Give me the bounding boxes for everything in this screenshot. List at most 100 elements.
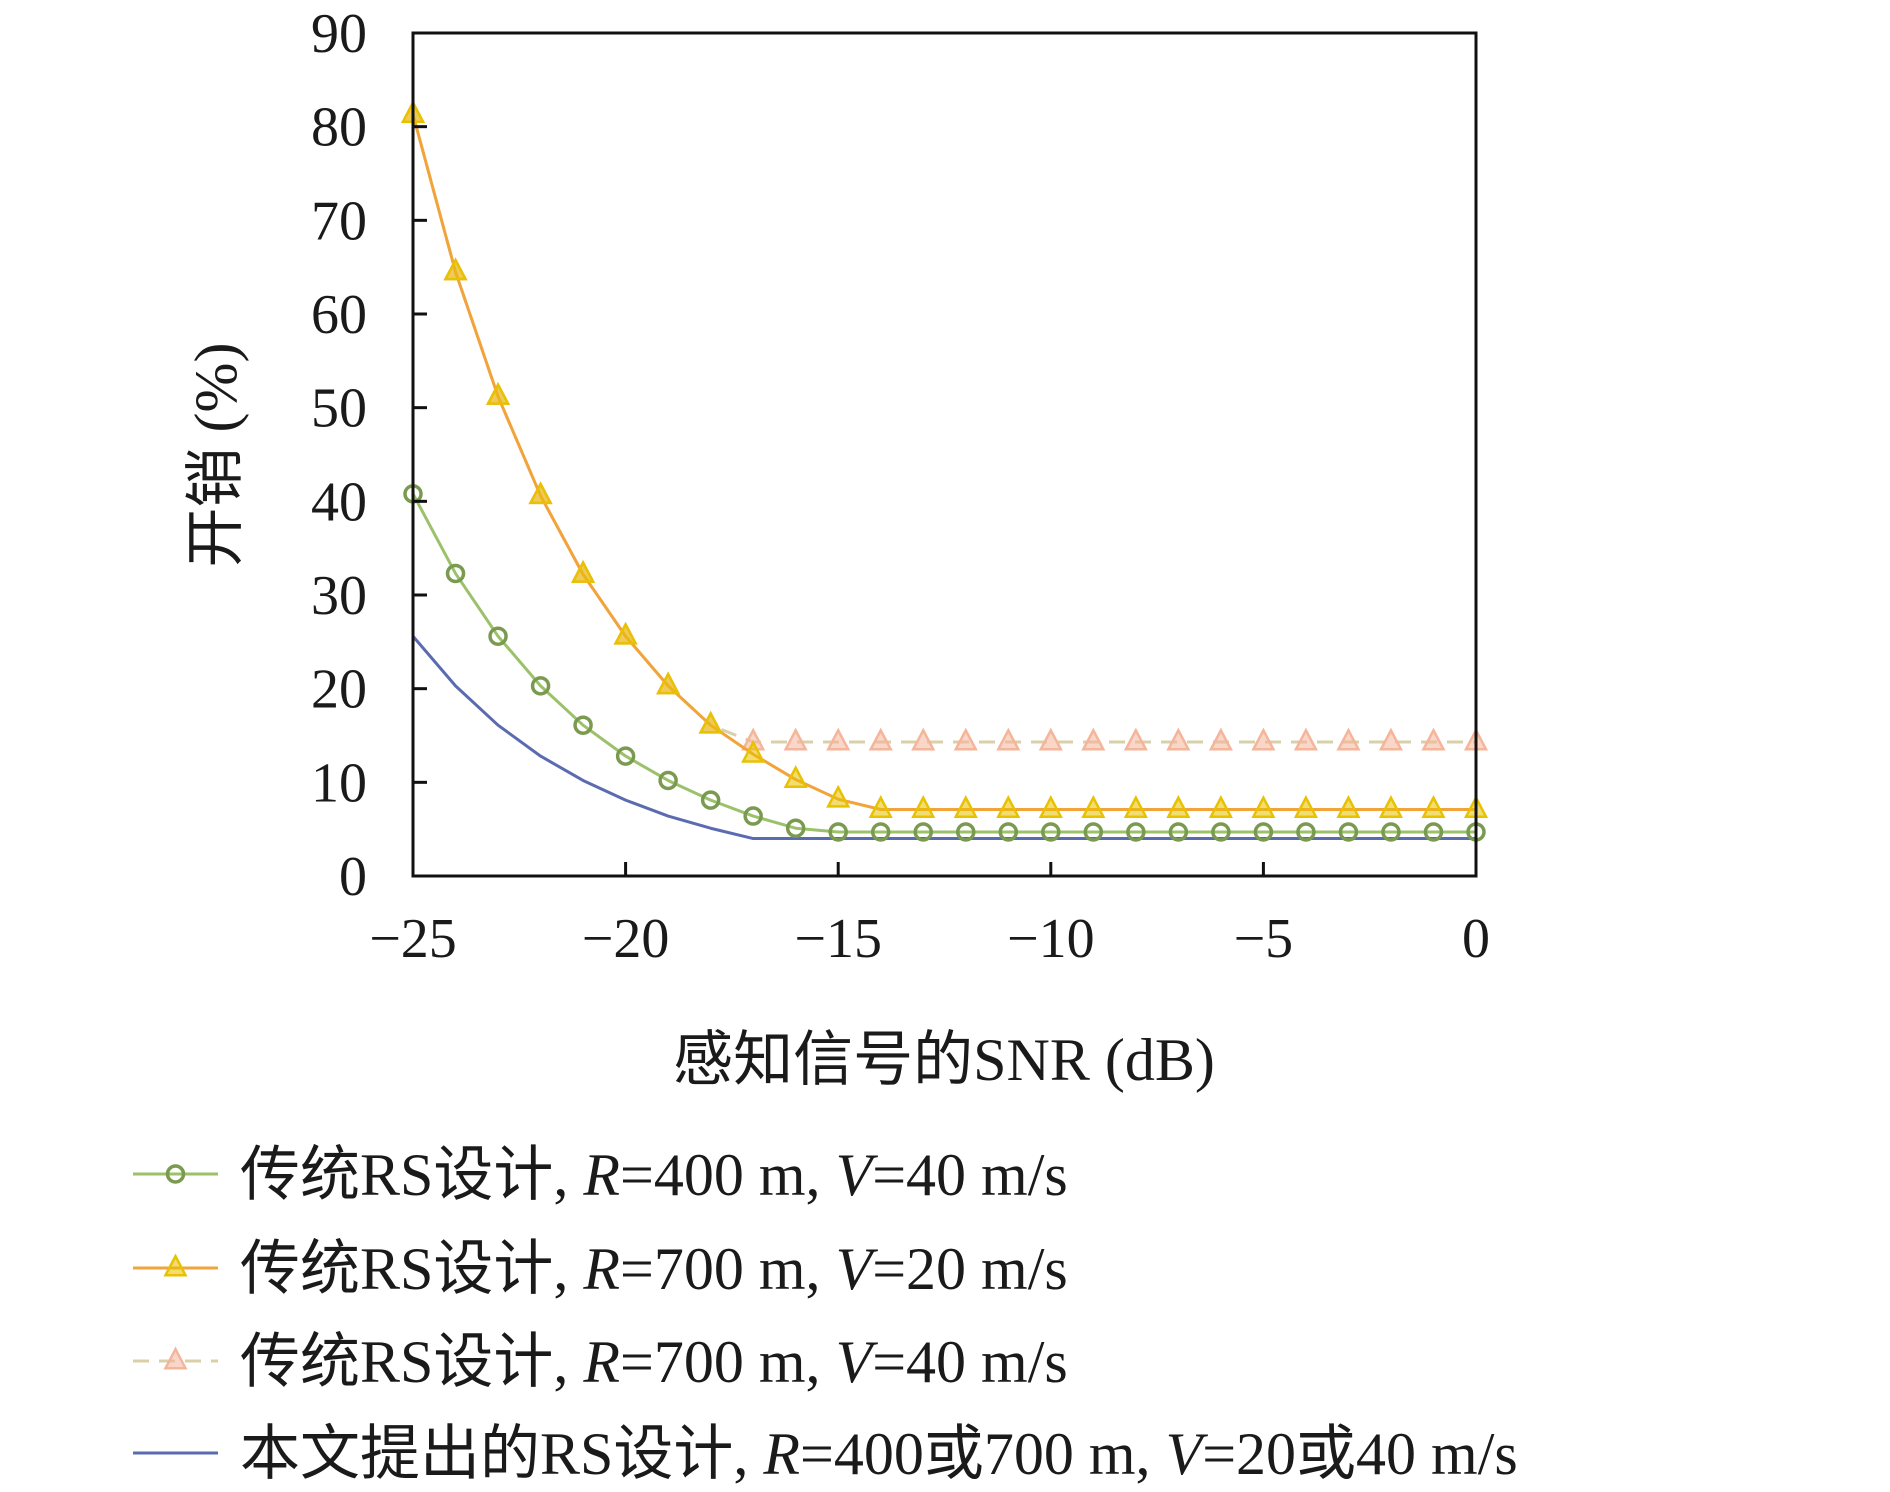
y-tick-label: 90 xyxy=(311,3,367,65)
legend-label: 传统RS设计, R=700 m, V=20 m/s xyxy=(240,1236,1068,1302)
legend-label-part: =40 m/s xyxy=(872,1142,1068,1208)
series-2-point xyxy=(1123,795,1148,818)
series-1 xyxy=(403,484,1486,842)
series-2-point xyxy=(1251,795,1276,818)
series-2-line xyxy=(411,114,1476,811)
series-3-point xyxy=(1038,727,1063,751)
series-2-point xyxy=(1378,795,1404,818)
series-2-point xyxy=(741,739,766,763)
legend-label-part: V xyxy=(836,1329,879,1395)
series-1-point xyxy=(1381,822,1401,842)
series-3-line xyxy=(411,114,1476,744)
legend-label: 传统RS设计, R=400 m, V=40 m/s xyxy=(240,1142,1068,1208)
series-1-point xyxy=(743,806,763,826)
plot-frame xyxy=(411,31,1478,878)
y-tick-label: 60 xyxy=(311,284,367,346)
y-tick-label: 70 xyxy=(311,190,367,252)
series-2-point xyxy=(868,795,893,818)
series-2-point xyxy=(783,765,808,788)
x-tick-label: 0 xyxy=(1462,908,1490,970)
legend-label-part: 传统RS设计, xyxy=(240,1236,583,1302)
legend-label-part: V xyxy=(836,1142,879,1208)
legend-label-part: R xyxy=(762,1421,800,1487)
series-1-point xyxy=(488,626,508,646)
y-tick-label: 20 xyxy=(311,659,367,721)
series-1-point xyxy=(785,818,806,838)
x-tick-label: −10 xyxy=(1007,908,1095,970)
series-3-point xyxy=(911,727,936,751)
series-1-point xyxy=(1253,822,1274,842)
legend-label: 本文提出的RS设计, R=400或700 m, V=20或40 m/s xyxy=(240,1421,1518,1487)
series-3-point xyxy=(826,727,851,751)
series-2-point xyxy=(953,795,978,818)
legend-label-part: =700 m, xyxy=(620,1236,836,1302)
series-3-point xyxy=(783,727,808,751)
series-3-point xyxy=(1166,727,1191,751)
x-tick-label: −25 xyxy=(369,908,457,970)
x-tick-label: −20 xyxy=(582,908,670,970)
series-1-point xyxy=(445,563,466,584)
legend-label-part: R xyxy=(582,1329,620,1395)
series-3-point xyxy=(1251,727,1276,751)
series-2-point xyxy=(1421,795,1446,818)
series-1-point xyxy=(1423,822,1444,842)
y-tick-label: 0 xyxy=(339,846,367,908)
series-1-point xyxy=(1211,822,1231,842)
x-tick-label: −5 xyxy=(1234,908,1294,970)
legend-entry-1: 传统RS设计, R=400 m, V=40 m/s xyxy=(133,1142,1068,1208)
series-2-point xyxy=(698,710,723,734)
series-3-point xyxy=(1081,727,1106,751)
series-1-point xyxy=(658,770,678,791)
series-1-point xyxy=(530,676,551,696)
tick-layer: −25 −20 −15 −10 −5 0 0 10 20 30 40 50 60 70 80 90 xyxy=(311,3,1490,970)
series-1-point xyxy=(828,822,848,842)
series-3-point xyxy=(1421,727,1446,751)
series-3-point xyxy=(1293,727,1318,751)
legend-label-part: 本文提出的RS设计, xyxy=(240,1421,763,1487)
series-2-point xyxy=(1081,795,1106,818)
legend-label-part: R xyxy=(582,1142,620,1208)
series-2-point xyxy=(571,559,596,583)
series-2-point xyxy=(485,381,511,405)
series-1-point xyxy=(913,822,933,842)
series-2-point xyxy=(443,257,468,281)
series-2-point xyxy=(1293,795,1318,818)
series-3-point xyxy=(996,727,1021,751)
legend-label-part: =40 m/s xyxy=(872,1329,1068,1395)
series-3 xyxy=(400,100,1489,751)
series-2-point xyxy=(1038,795,1063,818)
series-2 xyxy=(400,100,1489,818)
series-1-point xyxy=(700,790,721,810)
series-3-point xyxy=(1208,727,1233,751)
series-1-point xyxy=(1041,822,1061,842)
series-1-point xyxy=(1083,822,1104,842)
x-tick-label: −15 xyxy=(794,908,882,970)
legend-label-part: =20或40 m/s xyxy=(1202,1421,1518,1487)
legend-swatch-marker xyxy=(163,1253,188,1277)
y-tick-label: 10 xyxy=(311,752,367,814)
x-axis-label: 感知信号的SNR (dB) xyxy=(673,1027,1215,1093)
series-2-point xyxy=(613,621,638,645)
y-tick-label: 50 xyxy=(311,378,367,440)
series-1-point xyxy=(1296,822,1316,842)
y-axis-label: 开销 (%) xyxy=(183,343,249,568)
legend-label-part: 传统RS设计, xyxy=(240,1142,583,1208)
series-2-point xyxy=(826,784,851,808)
legend-entry-4: 本文提出的RS设计, R=400或700 m, V=20或40 m/s xyxy=(133,1421,1518,1487)
y-tick-label: 80 xyxy=(311,97,367,159)
series-3-point xyxy=(953,727,978,751)
series-1-point xyxy=(1126,822,1146,842)
series-3-point xyxy=(868,727,893,751)
legend-label-part: =400 m, xyxy=(620,1142,836,1208)
legend-label: 传统RS设计, R=700 m, V=40 m/s xyxy=(240,1329,1068,1395)
series-1-point xyxy=(1338,822,1359,842)
legend-entry-3: 传统RS设计, R=700 m, V=40 m/s xyxy=(133,1329,1068,1395)
series-2-point xyxy=(1336,795,1361,818)
series-2-point xyxy=(996,795,1021,818)
legend-label-part: =20 m/s xyxy=(872,1236,1068,1302)
legend-label-part: V xyxy=(1166,1421,1209,1487)
series-1-point xyxy=(615,746,636,766)
series-2-point xyxy=(1208,795,1233,818)
